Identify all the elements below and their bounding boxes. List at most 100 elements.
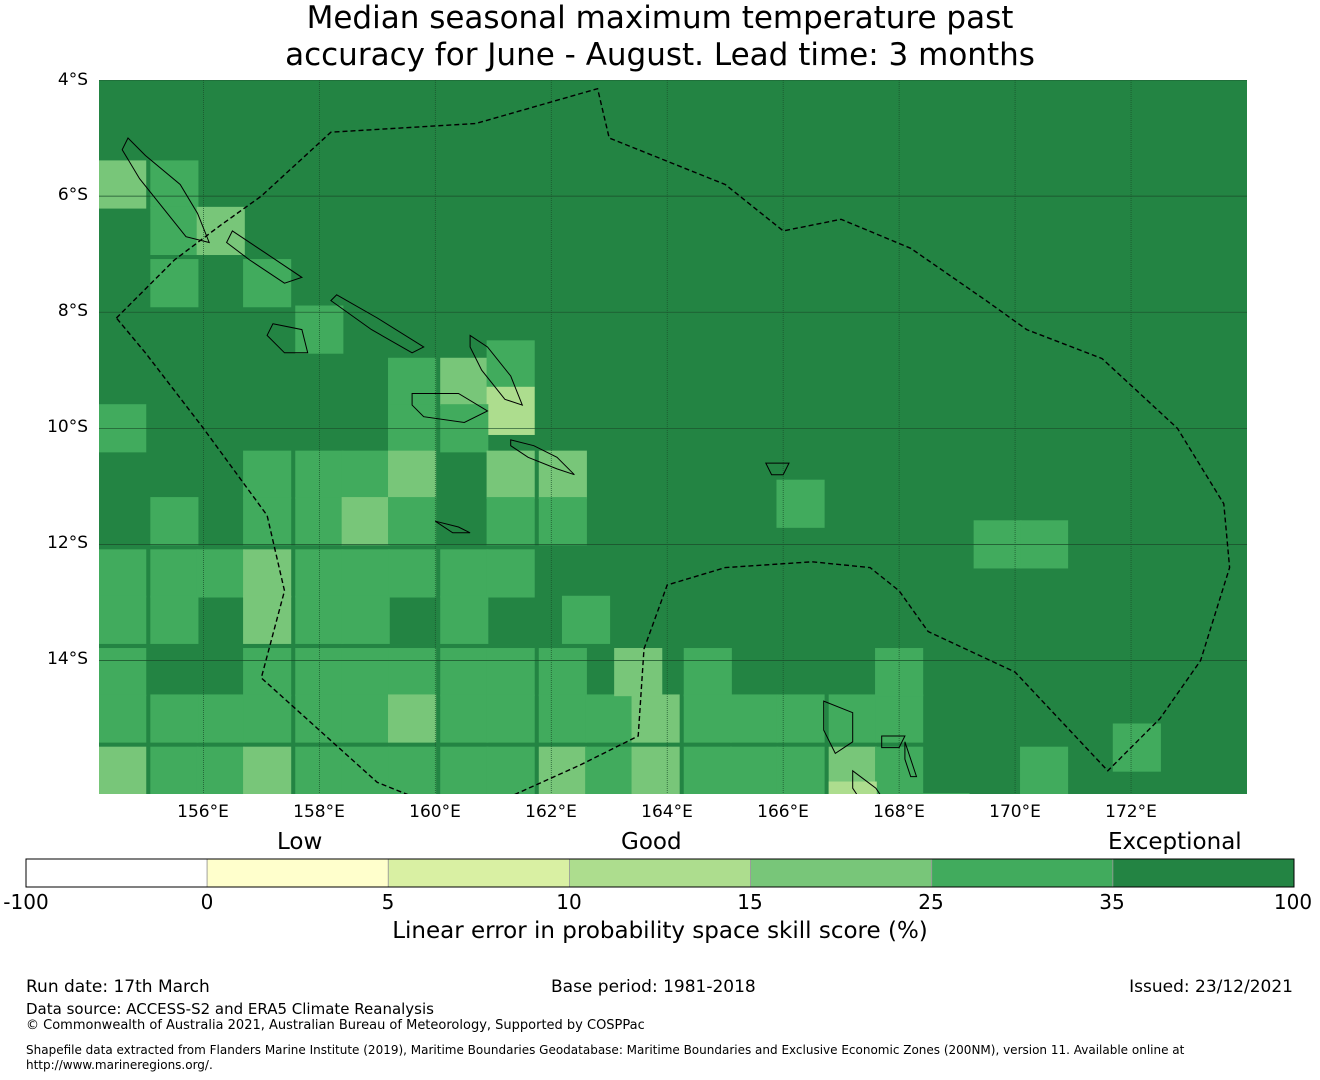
colorbar-category-good: Good <box>621 829 682 855</box>
island-outline <box>411 393 489 424</box>
skill-cell <box>243 595 292 644</box>
colorbar-category-low: Low <box>277 829 323 855</box>
skill-cell <box>243 259 292 308</box>
graticule <box>99 80 1247 794</box>
skill-cell <box>341 746 390 794</box>
skill-cell <box>388 648 437 697</box>
skill-cell <box>99 648 147 697</box>
colorbar-segment <box>25 858 208 888</box>
skill-cell <box>150 497 199 546</box>
skill-cell <box>486 386 535 435</box>
skill-cell <box>614 648 663 697</box>
skill-cell <box>150 206 199 256</box>
lat-label-8s: 8°S <box>57 301 88 321</box>
island-outline <box>121 137 211 244</box>
skill-cell <box>1112 723 1161 772</box>
base-period: Base period: 1981-2018 <box>551 977 756 997</box>
skill-cell <box>440 746 489 794</box>
skill-cell <box>730 694 779 743</box>
lon-label-168e: 168°E <box>873 802 925 822</box>
skill-cell <box>295 595 344 644</box>
island-outline <box>852 769 881 794</box>
skill-cell <box>341 450 390 499</box>
island-outline <box>510 439 575 476</box>
skill-cell <box>99 160 147 209</box>
skill-cell <box>295 305 344 354</box>
colorbar-label: Linear error in probability space skill … <box>392 918 928 944</box>
title-line-1: Median seasonal maximum temperature past <box>306 0 1014 36</box>
skill-cell <box>585 746 634 794</box>
island-outline <box>764 462 790 476</box>
lon-label-170e: 170°E <box>989 802 1041 822</box>
skill-cell <box>341 549 390 598</box>
colorbar-tick: 35 <box>1099 890 1125 914</box>
colorbar-tick: 0 <box>200 890 214 914</box>
skill-cell <box>486 694 535 743</box>
skill-cell <box>196 549 245 598</box>
colorbar-tick: 10 <box>556 890 582 914</box>
skill-cell <box>440 694 489 743</box>
skill-cell <box>829 816 877 864</box>
skill-cell <box>388 549 437 598</box>
island-outline <box>904 741 918 778</box>
lon-label-172e: 172°E <box>1105 802 1157 822</box>
copyright: © Commonwealth of Australia 2021, Austra… <box>26 1018 645 1033</box>
colorbar-tick: 5 <box>381 890 395 914</box>
skill-cell <box>585 694 634 743</box>
island-outline <box>330 294 425 354</box>
skill-cell <box>486 648 535 697</box>
map-title: Median seasonal maximum temperature past… <box>0 0 1320 74</box>
skill-cell <box>538 497 587 546</box>
skill-cell <box>243 648 292 697</box>
colorbar-category-exceptional: Exceptional <box>1108 829 1242 855</box>
skill-cell <box>683 648 732 697</box>
skill-cell <box>388 746 437 794</box>
colorbar-segment <box>569 858 751 888</box>
island-outline <box>266 323 309 354</box>
skill-cell <box>99 595 147 644</box>
skill-cell <box>295 549 344 598</box>
skill-cell <box>538 694 587 743</box>
shapefile-note: Shapefile data extracted from Flanders M… <box>26 1043 1185 1072</box>
island-outline <box>823 700 854 755</box>
skill-cell <box>486 746 535 794</box>
colorbar-tick: 25 <box>918 890 944 914</box>
skill-cell <box>243 450 292 499</box>
skill-cell <box>561 595 611 644</box>
skill-cell <box>440 595 489 644</box>
skill-cell <box>538 450 587 499</box>
skill-cell <box>150 259 199 308</box>
skill-cell <box>341 595 390 644</box>
skill-cell <box>388 450 437 499</box>
skill-cell <box>295 497 344 546</box>
skill-cell <box>631 746 680 794</box>
skill-cell <box>243 549 292 598</box>
skill-cell <box>150 694 199 743</box>
run-date: Run date: 17th March <box>26 977 210 997</box>
skill-cell <box>99 694 147 743</box>
colorbar-segment <box>750 858 933 888</box>
skill-cell <box>196 206 245 256</box>
skill-cell <box>486 450 535 499</box>
lat-label-6s: 6°S <box>57 185 88 205</box>
colorbar <box>25 858 1295 888</box>
skill-cell <box>776 746 825 794</box>
title-line-2: accuracy for June - August. Lead time: 3… <box>285 37 1035 73</box>
issued-date: Issued: 23/12/2021 <box>1129 977 1293 997</box>
skill-cell <box>196 746 245 794</box>
colorbar-segment <box>387 858 570 888</box>
lat-label-10s: 10°S <box>47 417 88 437</box>
lat-label-4s: 4°S <box>57 70 88 90</box>
colorbar-segment <box>206 858 389 888</box>
lat-label-12s: 12°S <box>47 533 88 553</box>
skill-cell <box>341 497 390 546</box>
skill-cell <box>486 497 535 546</box>
island-outline <box>435 520 471 534</box>
skill-cell <box>486 340 535 389</box>
skill-cell <box>150 595 199 644</box>
skill-cell <box>683 746 732 794</box>
skill-cell <box>440 648 489 697</box>
colorbar-segment <box>1112 858 1295 888</box>
lon-label-160e: 160°E <box>409 802 461 822</box>
colorbar-tick: 100 <box>1273 890 1313 914</box>
